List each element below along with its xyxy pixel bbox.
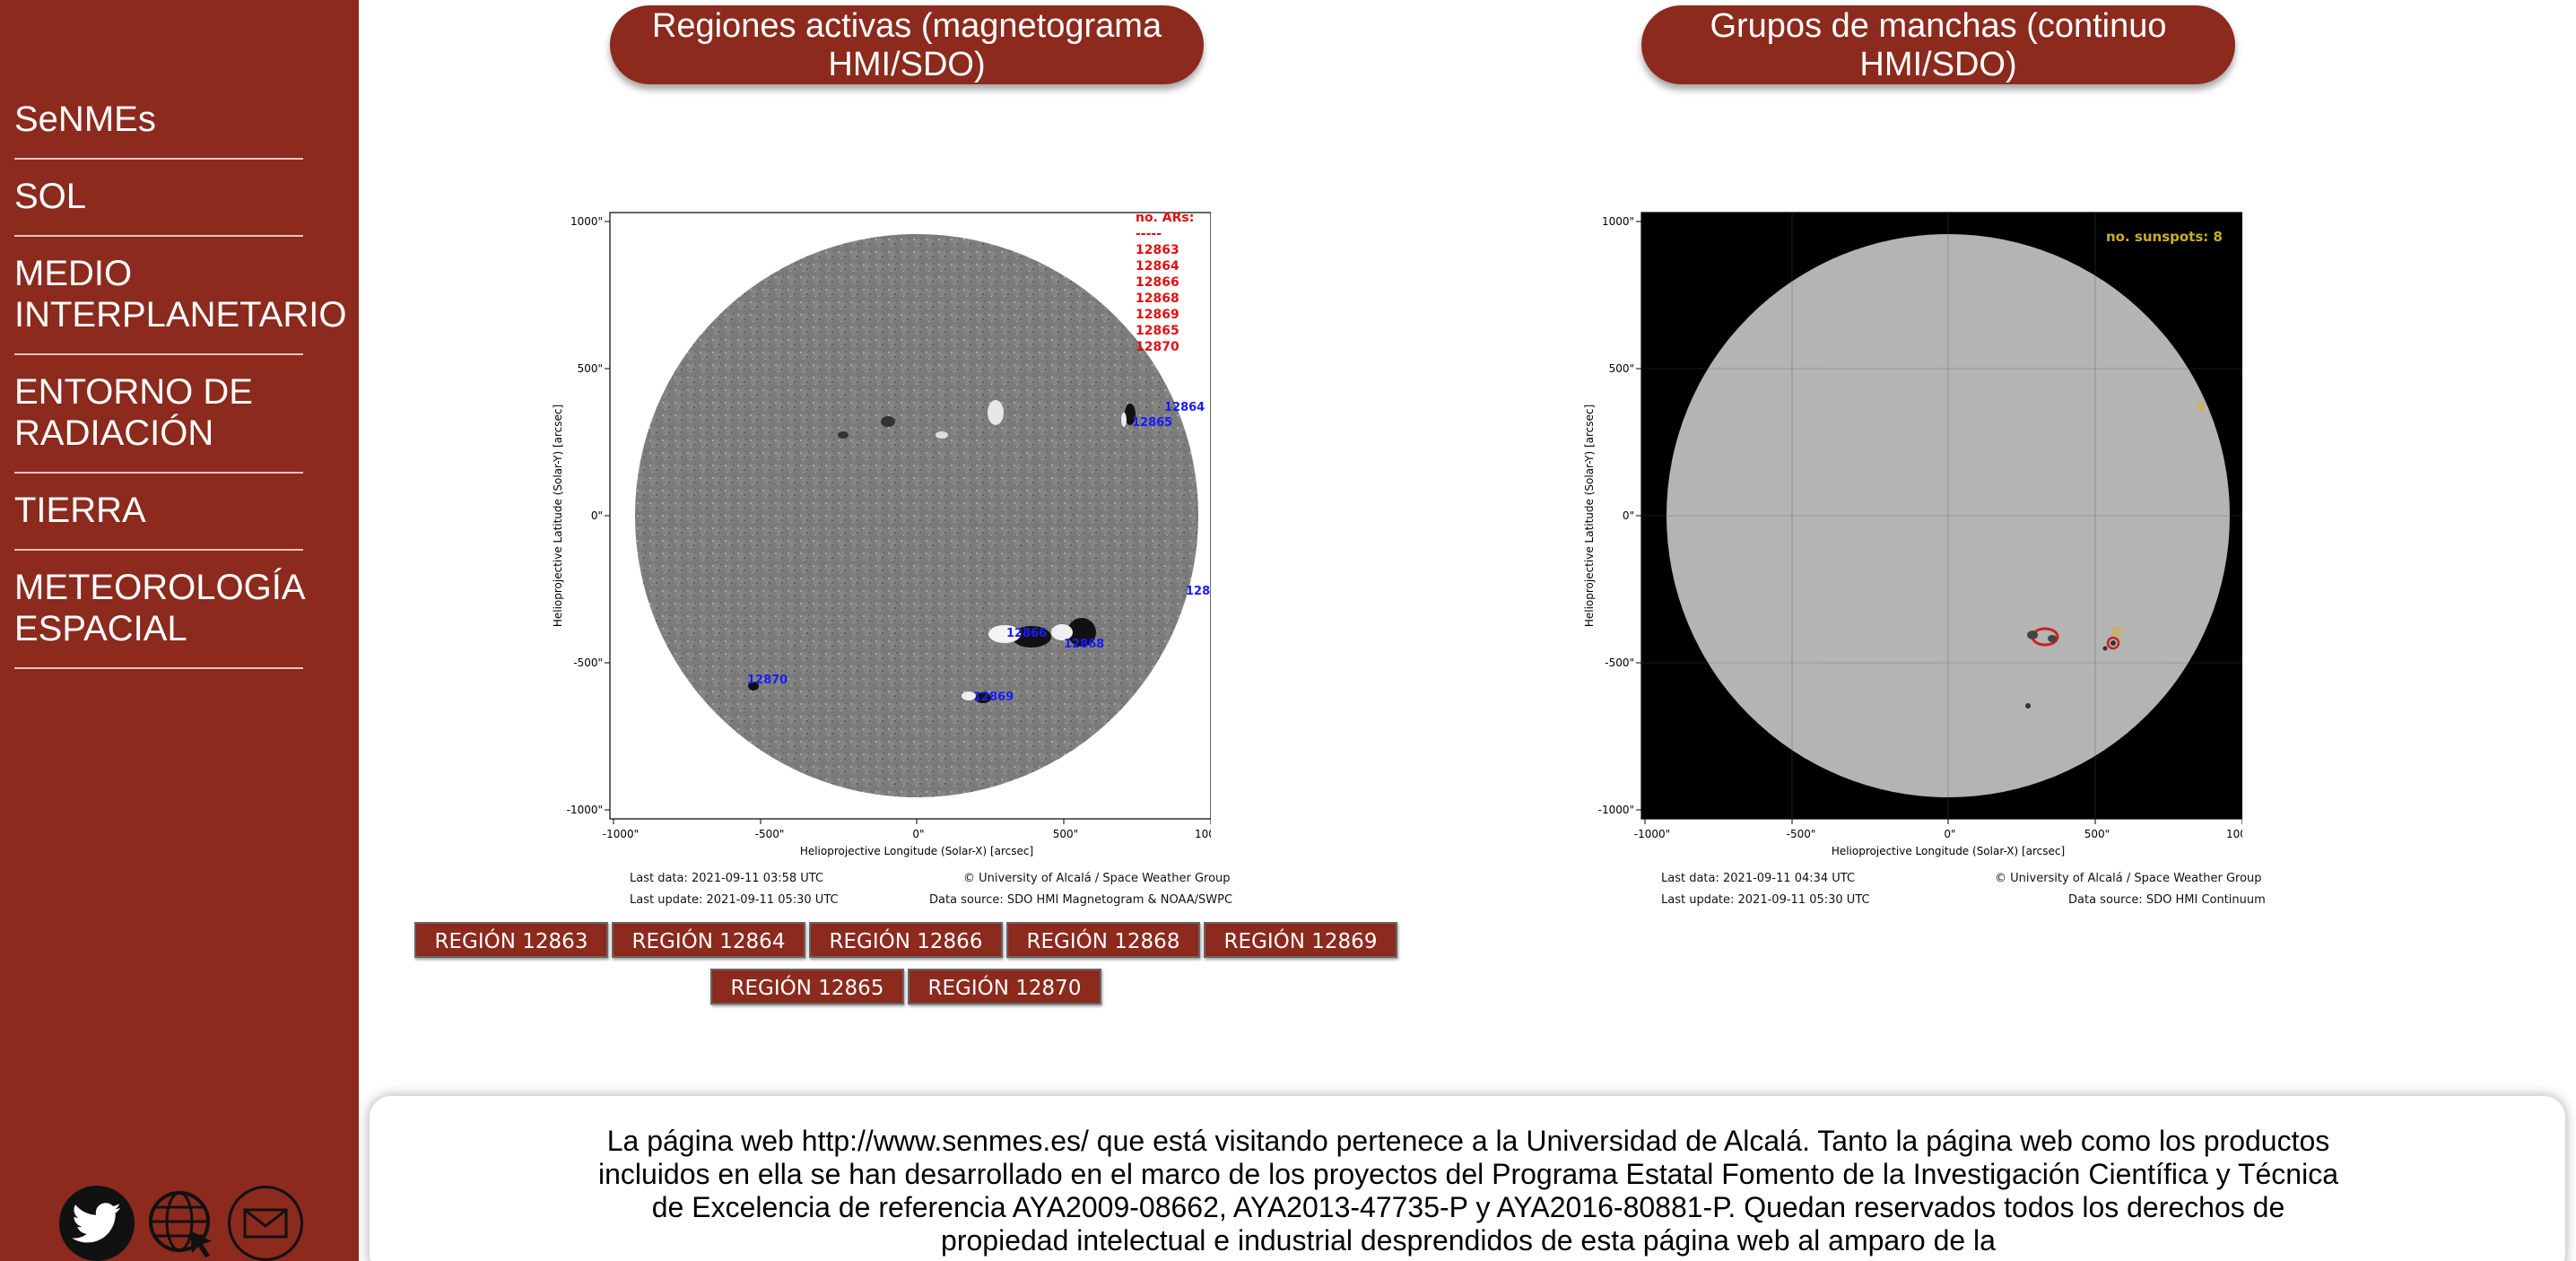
legend-item: 12866 [1136,275,1179,290]
y-tick-label: -1000" [567,804,603,816]
x-tick-label: -500" [755,828,785,840]
globe-icon[interactable] [144,1186,219,1261]
sidebar-item-senmes[interactable]: SeNMEs [14,83,303,160]
twitter-icon[interactable] [59,1186,135,1261]
y-tick-label: 1000" [570,215,603,228]
left-copyright: © University of Alcalá / Space Weather G… [963,872,1231,885]
x-tick-label: 1000" [1195,828,1211,840]
region-label-12868: 12868 [1064,638,1104,651]
sidebar-item-entorno-radiacion[interactable]: ENTORNO DE RADIACIÓN [14,355,303,474]
ar-legend: no. ARs: ----- 12863 12864 12866 12868 1… [1136,211,1194,354]
region-buttons-row-1: REGIÓN 12863 REGIÓN 12864 REGIÓN 12866 R… [414,922,1397,958]
legend-separator: ----- [1136,227,1162,241]
x-tick-label: 500" [2084,828,2110,840]
region-label-12864: 12864 [1164,401,1205,414]
region-button-12865[interactable]: REGIÓN 12865 [710,969,904,1004]
y-axis-label: Helioprojective Latitude (Solar-Y) [arcs… [552,404,564,627]
region-button-12870[interactable]: REGIÓN 12870 [908,969,1101,1004]
magnetic-features [748,400,1136,703]
region-label-12869: 12869 [973,691,1014,704]
y-tick-label: -1000" [1598,804,1634,816]
y-tick-label: 500" [1609,362,1634,375]
magnetogram-panel: -1000" -500" 0" 500" 1000" 1000" 500" 0"… [547,211,1211,910]
y-tick-label: 0" [1623,509,1634,522]
left-last-update: Last update: 2021-09-11 05:30 UTC [630,893,839,907]
legend-item: 12869 [1136,308,1179,322]
right-last-update: Last update: 2021-09-11 05:30 UTC [1661,893,1870,907]
y-tick-label: 500" [578,362,603,375]
y-tick-label: 0" [591,509,603,522]
x-tick-label: 500" [1053,828,1078,840]
y-axis-label: Helioprojective Latitude (Solar-Y) [arcs… [1583,404,1596,627]
right-copyright: © University of Alcalá / Space Weather G… [1995,872,2262,885]
left-data-source: Data source: SDO HMI Magnetogram & NOAA/… [929,893,1233,907]
left-last-data: Last data: 2021-09-11 03:58 UTC [630,872,824,885]
sidebar: SeNMEs SOL MEDIO INTERPLANETARIO ENTORNO… [0,0,359,1261]
social-links [59,1186,303,1261]
continuum-plot: -1000" -500" 0" 500" 1000" 1000" 500" 0"… [1583,212,2242,857]
region-label-12866: 12866 [1006,627,1047,640]
footer: La página web http://www.senmes.es/ que … [370,1096,2565,1261]
grid-lines [1641,213,2242,819]
y-tick-label: -500" [573,657,603,669]
x-axis-label: Helioprojective Longitude (Solar-X) [arc… [800,845,1033,857]
region-button-12868[interactable]: REGIÓN 12868 [1006,922,1200,958]
x-tick-label: 1000" [2226,828,2242,840]
y-tick-label: 1000" [1602,215,1634,228]
region-label-12870: 12870 [747,674,788,687]
sidebar-item-medio-interplanetario[interactable]: MEDIO INTERPLANETARIO [14,237,346,355]
x-tick-label: -1000" [1634,828,1670,840]
region-button-12864[interactable]: REGIÓN 12864 [612,922,805,958]
legend-item: 12864 [1136,259,1179,274]
region-buttons-row-2: REGIÓN 12865 REGIÓN 12870 [710,969,1101,1004]
footer-legal-text: La página web http://www.senmes.es/ que … [597,1125,2338,1257]
x-tick-label: -500" [1787,828,1816,840]
sunspot-count: no. sunspots: 8 [2106,229,2223,245]
sidebar-item-tierra[interactable]: TIERRA [14,474,303,551]
x-tick-label: 0" [912,828,924,840]
region-label-12863: 12863 [1186,585,1211,598]
region-labels: 12864 12865 12863 12866 12868 12870 1286… [747,401,1211,704]
legend-item: 12863 [1136,243,1179,257]
solar-disk [635,234,1198,797]
y-tick-label: -500" [1605,657,1634,669]
panel-title-active-regions: Regiones activas (magnetograma HMI/SDO) [610,5,1204,84]
legend-item: 12868 [1136,291,1179,306]
magnetogram-plot: -1000" -500" 0" 500" 1000" 1000" 500" 0"… [552,211,1211,857]
sidebar-item-sol[interactable]: SOL [14,160,303,237]
legend-title: no. ARs: [1136,211,1194,225]
sunspot-markers [2025,403,2205,709]
region-button-12863[interactable]: REGIÓN 12863 [414,922,608,958]
region-button-12866[interactable]: REGIÓN 12866 [809,922,1003,958]
x-tick-label: 0" [1944,828,1955,840]
legend-item: 12870 [1136,340,1179,354]
x-tick-label: -1000" [603,828,639,840]
region-label-12865: 12865 [1132,416,1172,430]
sidebar-item-meteorologia-espacial[interactable]: METEOROLOGÍA ESPACIAL [14,551,306,669]
mail-icon[interactable] [228,1186,303,1261]
right-last-data: Last data: 2021-09-11 04:34 UTC [1661,872,1856,885]
panel-title-sunspot-groups: Grupos de manchas (continuo HMI/SDO) [1641,5,2235,84]
region-button-12869[interactable]: REGIÓN 12869 [1204,922,1397,958]
right-data-source: Data source: SDO HMI Continuum [2068,893,2266,907]
sidebar-nav: SeNMEs SOL MEDIO INTERPLANETARIO ENTORNO… [14,83,346,669]
continuum-panel: -1000" -500" 0" 500" 1000" 1000" 500" 0"… [1579,211,2242,910]
x-axis-label: Helioprojective Longitude (Solar-X) [arc… [1832,845,2065,857]
legend-item: 12865 [1136,324,1179,338]
